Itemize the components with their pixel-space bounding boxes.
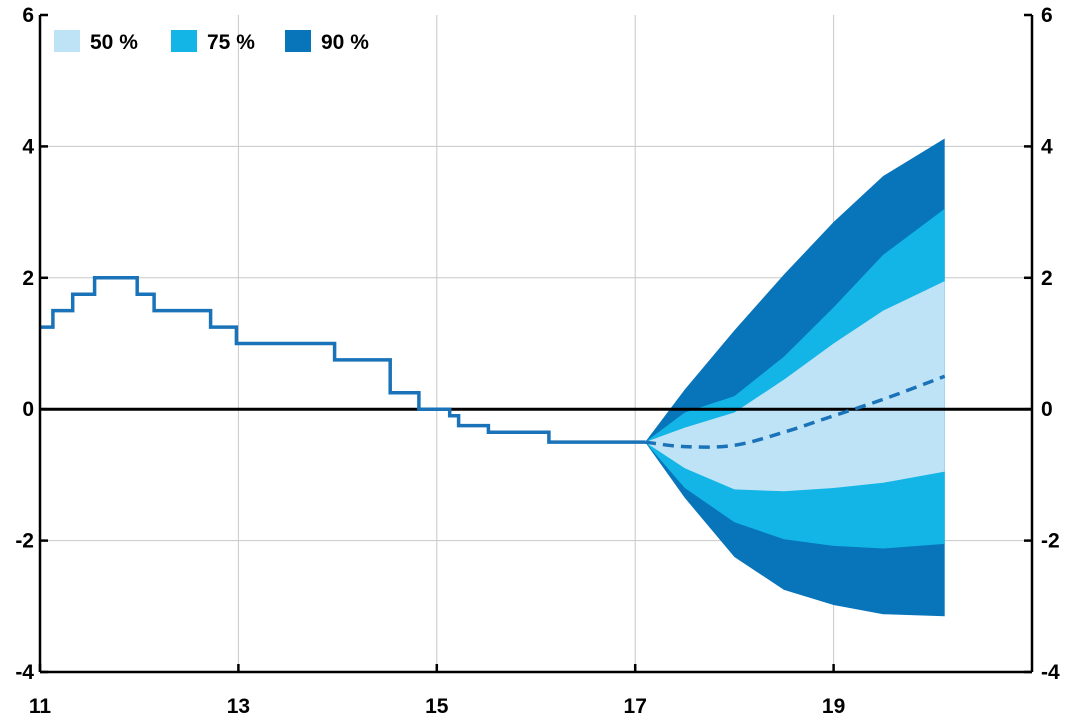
- legend-label: 90 %: [321, 31, 369, 54]
- y-tick-label-right: 6: [1041, 4, 1053, 27]
- legend-swatch-2: [171, 30, 197, 52]
- x-tick-label: 15: [425, 695, 449, 718]
- legend-label: 75 %: [207, 31, 255, 54]
- forecast-median-line: [644, 374, 946, 449]
- legend-label: 50 %: [90, 31, 138, 54]
- y-tick-label-left: 6: [22, 4, 34, 27]
- band-50: [645, 281, 945, 492]
- history-line: [40, 276, 646, 444]
- y-tick-label-right: 4: [1041, 135, 1053, 158]
- y-tick-label-left: 2: [22, 267, 34, 290]
- y-tick-label-right: 2: [1041, 267, 1053, 290]
- forecast-bands: [645, 138, 945, 617]
- y-tick-label-left: -4: [15, 661, 34, 684]
- legend: 50 % 75 % 90 %: [54, 30, 369, 54]
- y-tick-label-left: -2: [15, 530, 34, 553]
- y-tick-label-right: -4: [1041, 661, 1060, 684]
- legend-swatch-1: [54, 30, 80, 52]
- y-tick-label-left: 0: [22, 398, 34, 421]
- y-tick-label-left: 4: [22, 135, 34, 158]
- grid: [40, 15, 1032, 672]
- axes: 6 6 4 4 2 2 0 0 -2 -2 -4 -4 11 13 15 17 19: [15, 4, 1060, 718]
- legend-swatch-3: [285, 30, 311, 52]
- x-tick-label: 11: [29, 695, 52, 718]
- x-tick-label: 19: [822, 695, 845, 718]
- x-tick-label: 13: [227, 695, 250, 718]
- y-tick-label-right: 0: [1041, 398, 1053, 421]
- x-tick-label: 17: [624, 695, 647, 718]
- y-tick-label-right: -2: [1041, 530, 1060, 553]
- series-lines: [40, 276, 946, 449]
